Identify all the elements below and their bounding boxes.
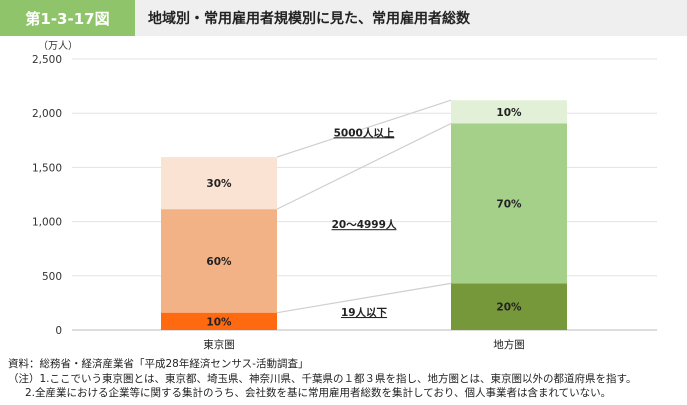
y-tick-label: 1,000 bbox=[32, 217, 62, 229]
bar-segment bbox=[161, 157, 277, 210]
connector-lines bbox=[276, 99, 452, 314]
bar-segment bbox=[161, 312, 277, 330]
source-note: 資料：総務省・経済産業省「平成28年経済センサス-活動調査」 bbox=[8, 358, 309, 370]
figure-title: 地域別・常用雇用者規模別に見た、常用雇用者総数 bbox=[148, 11, 470, 27]
bar-segment bbox=[451, 283, 567, 330]
data-label: 30% bbox=[206, 178, 232, 190]
data-label: 10% bbox=[206, 316, 232, 328]
series-label: 5000人以上 bbox=[334, 126, 395, 139]
note-2: 2.全産業における企業等に関する集計のうち、会社数を基に常用雇用者総数を集計して… bbox=[25, 387, 612, 399]
y-tick-label: 500 bbox=[42, 271, 62, 283]
connector-line bbox=[276, 122, 452, 210]
bar-segment bbox=[451, 100, 567, 124]
y-tick-label: 2,000 bbox=[32, 108, 62, 120]
series-label: 20～4999人 bbox=[332, 218, 397, 231]
stacked-bar-chart: （万人） 0 500 1,000 1,500 2,000 2,500 10% 60% 30% 20… bbox=[32, 40, 657, 351]
series-labels: 19人以下 20～4999人 5000人以上 bbox=[332, 126, 397, 319]
y-tick-label: 1,500 bbox=[32, 162, 62, 174]
bar-segment bbox=[451, 123, 567, 284]
data-label: 70% bbox=[496, 198, 522, 210]
bar-segment bbox=[161, 209, 277, 313]
note-1: （注）1.ここでいう東京圏とは、東京都、埼玉県、神奈川県、千葉県の１都３県を指し… bbox=[8, 372, 637, 385]
y-axis: （万人） 0 500 1,000 1,500 2,000 2,500 bbox=[32, 40, 78, 337]
data-label: 20% bbox=[496, 302, 522, 314]
data-labels: 10% 60% 30% 20% 70% 10% bbox=[206, 107, 522, 328]
data-label: 60% bbox=[206, 256, 232, 268]
x-axis-labels: 東京圏 地方圏 bbox=[203, 338, 525, 351]
data-label: 10% bbox=[496, 107, 522, 119]
connector-line bbox=[276, 282, 452, 314]
connector-line bbox=[276, 99, 452, 158]
notes-section: 資料：総務省・経済産業省「平成28年経済センサス-活動調査」 （注）1.ここでい… bbox=[8, 357, 636, 401]
gridlines bbox=[72, 58, 657, 331]
y-tick-label: 2,500 bbox=[32, 54, 62, 66]
x-category-label: 地方圏 bbox=[493, 338, 525, 351]
y-tick-label: 0 bbox=[55, 325, 62, 337]
figure-number-badge: 第1-3-17図 bbox=[0, 0, 135, 36]
bars bbox=[161, 100, 567, 330]
figure-header: 第1-3-17図 地域別・常用雇用者規模別に見た、常用雇用者総数 bbox=[0, 0, 687, 36]
x-category-label: 東京圏 bbox=[203, 338, 235, 351]
series-label: 19人以下 bbox=[341, 306, 388, 319]
y-unit-label: （万人） bbox=[38, 40, 78, 52]
